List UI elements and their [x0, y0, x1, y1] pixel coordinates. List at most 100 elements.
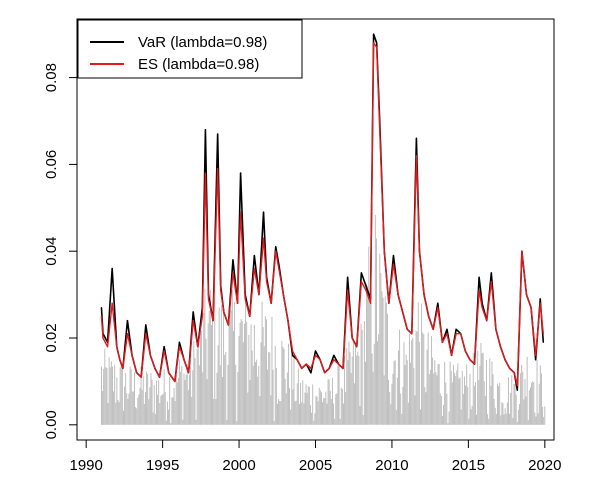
es-point	[106, 346, 109, 348]
es-point	[542, 333, 544, 335]
es-point	[535, 354, 537, 356]
var-point	[275, 246, 277, 248]
var-point	[192, 311, 194, 313]
es-point	[249, 315, 251, 317]
var-point	[262, 211, 265, 213]
es-point	[126, 333, 129, 335]
es-point	[423, 294, 425, 296]
x-tick-label: 2020	[528, 457, 561, 474]
y-tick-label: 0.02	[43, 323, 60, 352]
es-point	[516, 385, 518, 387]
x-tick-label: 2000	[222, 457, 255, 474]
y-tick-label: 0.04	[43, 237, 60, 266]
es-point	[428, 315, 430, 317]
es-point	[328, 367, 330, 369]
es-point	[305, 363, 307, 365]
es-point	[258, 294, 260, 296]
y-tick-label: 0.08	[43, 63, 60, 92]
es-point	[239, 211, 242, 213]
series-line-var	[100, 33, 545, 391]
es-point	[275, 250, 277, 252]
var-point	[314, 350, 317, 352]
var-point	[437, 302, 439, 304]
var-point	[232, 259, 234, 261]
es-point	[432, 328, 434, 330]
es-point	[324, 372, 326, 374]
es-point	[495, 328, 497, 330]
es-point	[287, 320, 289, 322]
es-point	[154, 367, 156, 369]
var-point	[347, 276, 349, 278]
es-point	[333, 359, 335, 361]
es-point	[450, 354, 453, 356]
es-point	[192, 320, 194, 322]
es-point	[437, 307, 439, 309]
es-point	[145, 333, 147, 335]
es-point	[415, 155, 417, 157]
es-point	[441, 341, 443, 343]
var-point	[415, 137, 417, 139]
es-point	[149, 354, 151, 356]
es-point	[356, 346, 358, 348]
es-point	[310, 367, 312, 369]
legend-box	[77, 19, 303, 79]
es-point	[282, 294, 284, 296]
es-point	[244, 298, 246, 300]
es-point	[365, 289, 367, 291]
var-point	[100, 307, 103, 309]
es-point	[236, 302, 239, 304]
es-point	[227, 324, 229, 326]
es-point	[220, 289, 222, 291]
x-tick-label: 2015	[452, 457, 485, 474]
var-point	[310, 372, 312, 374]
var-point	[333, 354, 335, 356]
es-point	[301, 367, 303, 369]
var-point	[253, 254, 255, 257]
es-point	[446, 333, 448, 335]
es-point	[411, 333, 413, 335]
var-point	[446, 328, 448, 330]
es-point	[392, 263, 395, 265]
es-point	[232, 272, 234, 274]
es-point	[178, 346, 181, 348]
es-point	[337, 363, 340, 365]
y-tick-label: 0.00	[43, 410, 60, 439]
es-point	[406, 328, 408, 330]
es-point	[402, 311, 404, 313]
es-point	[207, 298, 210, 300]
es-point	[265, 280, 268, 283]
es-point	[262, 237, 265, 239]
var-point	[291, 354, 294, 356]
es-point	[455, 333, 457, 335]
es-point	[373, 42, 375, 44]
es-point	[197, 346, 199, 348]
var-point	[490, 272, 492, 274]
es-point	[509, 367, 511, 369]
x-tick-label: 1995	[146, 457, 179, 474]
es-point	[499, 346, 502, 348]
es-point	[490, 280, 492, 283]
es-point	[319, 359, 321, 361]
es-point	[360, 280, 362, 283]
var-point	[360, 272, 362, 274]
var-point	[126, 320, 129, 322]
var-point	[239, 172, 242, 174]
es-point	[168, 372, 170, 374]
es-point	[201, 315, 203, 317]
x-tick-label: 1990	[69, 457, 102, 474]
es-point	[278, 267, 280, 270]
series-line-es	[100, 42, 544, 387]
es-point	[253, 267, 255, 270]
series-lines-layer	[100, 33, 545, 391]
es-point	[314, 354, 317, 356]
es-point	[102, 337, 104, 339]
es-point	[116, 346, 118, 348]
var-point	[392, 254, 395, 257]
es-point	[122, 367, 124, 369]
var-point	[455, 328, 457, 330]
es-point	[513, 372, 515, 374]
es-point	[212, 320, 214, 322]
var-point	[539, 298, 541, 300]
legend-label-es: ES (lambda=0.98)	[138, 56, 259, 73]
